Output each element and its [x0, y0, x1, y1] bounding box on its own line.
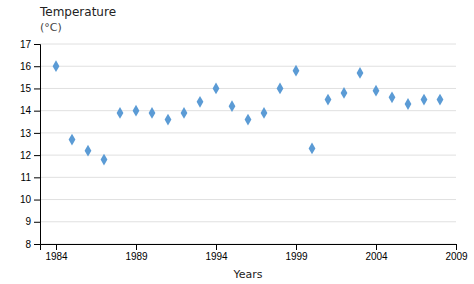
point: [85, 145, 92, 157]
y-axis-line: [34, 45, 41, 245]
y-tick: 16: [20, 61, 40, 72]
y-tick-mark: [34, 133, 40, 134]
grid-line: [40, 177, 456, 178]
y-tick-mark: [34, 244, 40, 245]
y-tick-label: 14: [20, 105, 32, 116]
point: [165, 114, 172, 126]
y-tick-mark: [34, 66, 40, 67]
y-tick-mark: [34, 44, 40, 45]
y-tick: 13: [20, 128, 40, 139]
grid-line: [40, 88, 456, 89]
x-tick: 2004: [365, 244, 388, 262]
grid: [40, 44, 456, 244]
y-tick-label: 8: [25, 239, 31, 250]
y-tick-mark: [34, 177, 40, 178]
y-tick-mark: [34, 88, 40, 89]
grid-line: [40, 155, 456, 156]
point: [69, 134, 76, 146]
grid-line: [40, 132, 456, 133]
point: [373, 85, 380, 97]
x-tick: 1989: [125, 244, 148, 262]
x-tick-label: 2009: [445, 251, 468, 262]
x-tick-mark: [376, 244, 377, 250]
y-tick-label: 10: [20, 194, 32, 205]
point: [213, 83, 220, 95]
x-axis-label: Years: [232, 268, 262, 281]
y-tick: 15: [20, 83, 40, 94]
y-tick-label: 16: [20, 61, 32, 72]
x-tick-label: 1994: [205, 251, 228, 262]
point: [357, 67, 364, 79]
point: [437, 94, 444, 106]
x-tick: 1999: [285, 244, 308, 262]
point: [133, 105, 140, 117]
point: [101, 154, 108, 166]
grid-line: [40, 66, 456, 67]
y-tick-label: 15: [20, 83, 32, 94]
grid-line: [40, 221, 456, 222]
grid-line: [40, 44, 456, 45]
x-tick: 1984: [45, 244, 68, 262]
y-tick-label: 11: [21, 172, 32, 183]
x-tick-mark: [136, 244, 137, 250]
title: Temperature: [39, 5, 116, 19]
y-axis: 8 9 10 11 12 13 14 15 16 17: [20, 39, 41, 250]
y-tick-label: 13: [20, 128, 32, 139]
chart: 1984 1989 1994 1999 2004 2009 8 9 10 11 12 13 14 15 16…: [0, 0, 474, 284]
x-tick-label: 1989: [125, 251, 148, 262]
x-axis: 1984 1989 1994 1999 2004 2009: [41, 244, 469, 262]
grid-line: [40, 199, 456, 200]
x-tick-label: 1999: [285, 251, 308, 262]
y-tick: 10: [20, 194, 40, 205]
y-tick: 8: [25, 239, 40, 250]
x-tick-mark: [296, 244, 297, 250]
x-tick: 2009: [445, 244, 468, 262]
point: [229, 100, 236, 112]
point: [245, 114, 252, 126]
y-tick: 14: [20, 105, 40, 116]
y-tick: 11: [21, 172, 40, 183]
point: [197, 96, 204, 108]
point: [389, 91, 396, 103]
point: [341, 87, 348, 99]
x-tick-mark: [456, 244, 457, 250]
point: [181, 107, 188, 119]
y-tick: 17: [20, 39, 40, 50]
point: [277, 83, 284, 95]
x-tick: 1994: [205, 244, 228, 262]
y-tick-label: 9: [25, 216, 31, 227]
y-tick-label: 12: [20, 150, 32, 161]
y-tick-mark: [34, 111, 40, 112]
plot: 1984 1989 1994 1999 2004 2009 8 9 10 11 12 13 14 15 16…: [20, 39, 468, 262]
point: [117, 107, 124, 119]
point: [309, 143, 316, 155]
x-tick-label: 2004: [365, 251, 388, 262]
x-tick-mark: [216, 244, 217, 250]
y-tick-mark: [34, 200, 40, 201]
x-axis-line: [41, 245, 457, 251]
x-tick-mark: [56, 244, 57, 250]
point: [149, 107, 156, 119]
y-tick: 9: [25, 216, 40, 227]
point: [405, 98, 412, 110]
x-tick-label: 1984: [45, 251, 68, 262]
point: [261, 107, 268, 119]
point: [421, 94, 428, 106]
y-tick: 12: [20, 150, 40, 161]
points: [53, 60, 444, 165]
y-tick-mark: [34, 222, 40, 223]
point: [293, 65, 300, 77]
y-tick-label: 17: [20, 39, 32, 50]
point: [53, 60, 60, 72]
grid-line: [40, 110, 456, 111]
y-tick-mark: [34, 155, 40, 156]
subtitle: (°C): [40, 21, 62, 34]
point: [325, 94, 332, 106]
